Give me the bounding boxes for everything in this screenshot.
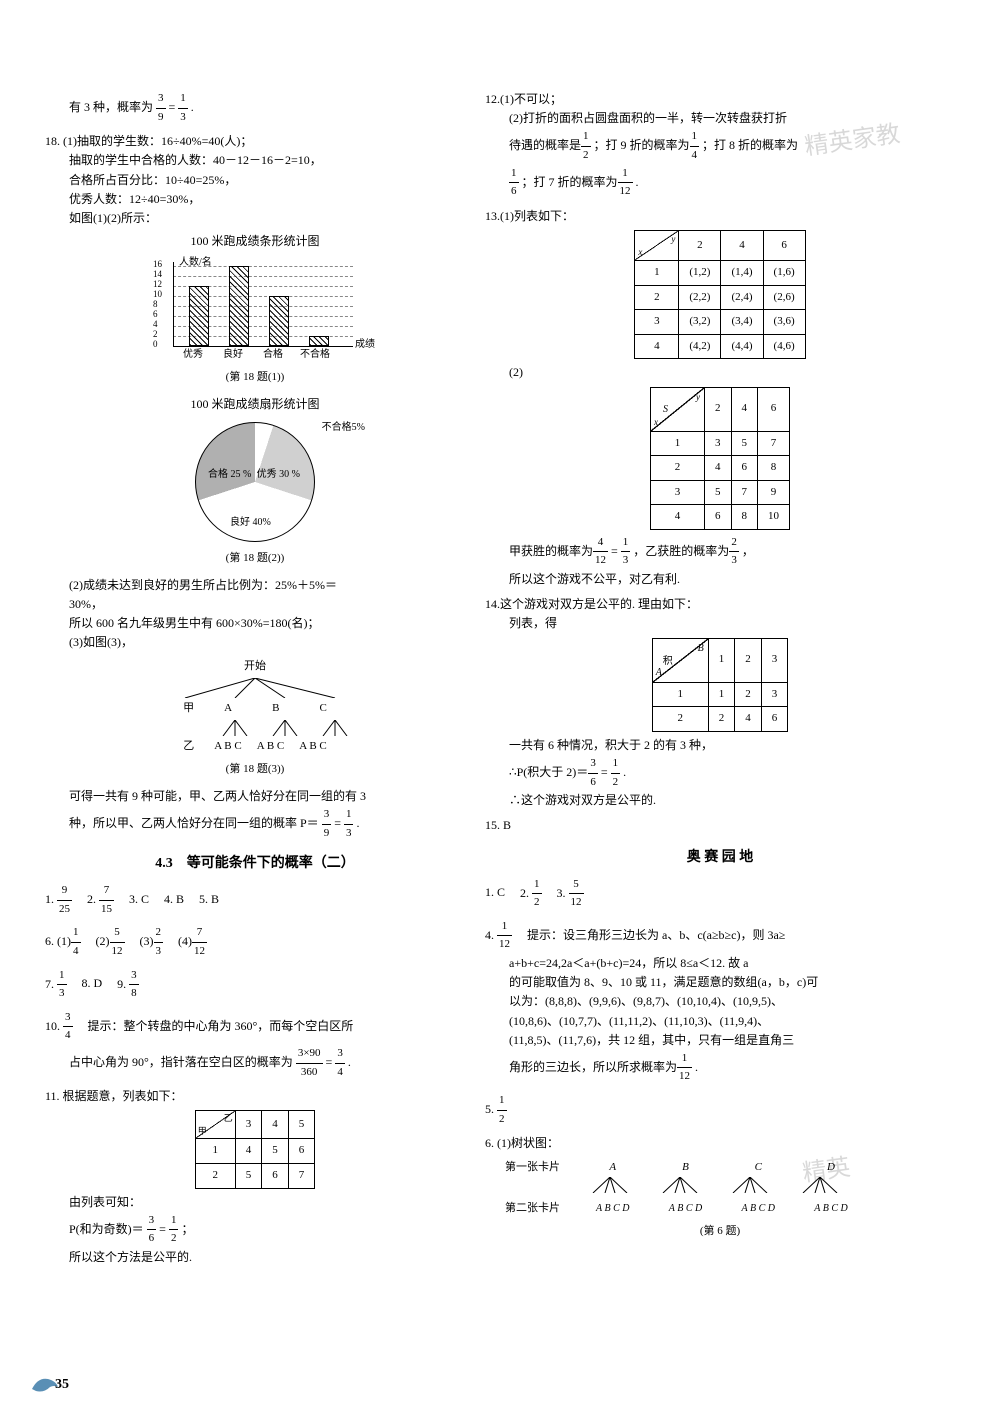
left-column: 有 3 种，概率为 39 = 13 . 18. (1)抽取的学生数：16÷40%…	[45, 90, 465, 1273]
pie-chart: 合格 25 % 优秀 30 % 良好 40%	[195, 422, 315, 542]
table-13-1: yx246 1(1,2)(1,4)(1,6) 2(2,2)(2,4)(2,6) …	[634, 230, 805, 359]
page-columns: 有 3 种，概率为 39 = 13 . 18. (1)抽取的学生数：16÷40%…	[45, 90, 955, 1273]
ao-5: 5. 12	[485, 1092, 955, 1128]
bar-caption: (第 18 题(1))	[45, 369, 465, 387]
right-column: 12.(1)不可以； (2)打折的面积占圆盘面积的一半，转一次转盘获打折 待遇的…	[485, 90, 955, 1273]
table-13-2: ySx246 1357 2468 3579 46810	[650, 387, 790, 530]
text: 有 3 种，概率为	[69, 100, 153, 114]
ans-11: 11. 根据题意，列表如下： 乙甲345 1456 2567 由列表可知： P(…	[45, 1087, 465, 1267]
ans-row-1: 1. 925 2. 715 3. C 4. B 5. B	[45, 882, 465, 918]
table-14: B积A123 1123 2246	[652, 638, 789, 732]
pie-caption: (第 18 题(2))	[45, 550, 465, 568]
ao-6: 6. (1)树状图： 第一张卡片 A B C D 第二张卡片 A B C D A…	[485, 1134, 955, 1241]
item-14: 14.这个游戏对双方是公平的. 理由如下： 列表，得 B积A123 1123 2…	[485, 595, 955, 810]
tree-diagram-18: 开始 甲ABC 乙A B CA B CA B C	[45, 658, 465, 755]
page-number: 35	[55, 1377, 69, 1393]
ans-6: 6. (1)14 (2)512 (3)23 (4)712	[45, 924, 465, 960]
item-18: 18. (1)抽取的学生数：16÷40%=40(人)； 抽取的学生中合格的人数：…	[45, 132, 465, 842]
bar-chart-title: 100 米跑成绩条形统计图	[45, 232, 465, 251]
item-17-tail: 有 3 种，概率为 39 = 13 .	[45, 90, 465, 126]
item-15: 15. B	[485, 816, 955, 835]
item-13: 13.(1)列表如下： yx246 1(1,2)(1,4)(1,6) 2(2,2…	[485, 207, 955, 590]
table-11: 乙甲345 1456 2567	[195, 1110, 316, 1188]
pie-chart-title: 100 米跑成绩扇形统计图	[45, 395, 465, 414]
item-number: 18.	[45, 134, 60, 148]
aosai-title: 奥 赛 园 地	[485, 846, 955, 866]
ao-4: 4. 112 提示：设三角形三边长为 a、b、c(a≥b≥c)，则 3a≥ a+…	[485, 918, 955, 1086]
ans-row-789: 7. 13 8. D 9. 38	[45, 967, 465, 1003]
bar-chart: 人数/名 1614121086420 优秀 良好 合格 不合格 成绩	[145, 255, 365, 365]
section-4-3-title: 4.3 等可能条件下的概率（二）	[45, 852, 465, 872]
ans-10: 10. 34 提示：整个转盘的中心角为 360°，而每个空白区所 占中心角为 9…	[45, 1009, 465, 1081]
ao-row-123: 1. C 2. 12 3. 512	[485, 876, 955, 912]
item-12: 12.(1)不可以； (2)打折的面积占圆盘面积的一半，转一次转盘获打折 待遇的…	[485, 90, 955, 201]
